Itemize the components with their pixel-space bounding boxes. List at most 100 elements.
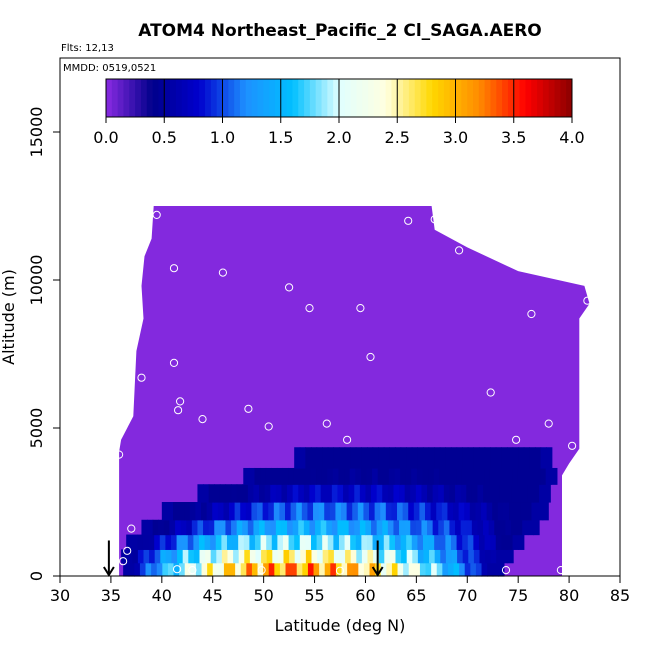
heatmap-cell [229, 502, 236, 521]
colorbar-segment [350, 79, 357, 117]
heatmap-cell [193, 534, 200, 550]
heatmap-cell [495, 467, 502, 485]
heatmap-cell [495, 447, 502, 469]
heatmap-cell [505, 484, 512, 503]
heatmap-cell [206, 502, 213, 521]
heatmap-cell [126, 534, 133, 550]
heatmap-cell [191, 519, 199, 536]
heatmap-cell [238, 534, 245, 550]
heatmap-cell [201, 502, 208, 521]
colorbar-segment [507, 79, 515, 117]
heatmap-cell [445, 447, 452, 469]
heatmap-cell [244, 549, 251, 564]
heatmap-cell [316, 467, 323, 485]
heatmap-cell [152, 519, 159, 536]
heatmap-cell [400, 467, 407, 485]
heatmap-cell [225, 484, 232, 503]
sample-point [430, 215, 439, 224]
heatmap-cell [173, 562, 180, 577]
heatmap-cell [219, 484, 227, 503]
heatmap-cell [288, 534, 295, 550]
heatmap-cell [159, 534, 166, 550]
sample-point [137, 373, 146, 382]
heatmap-cell [455, 519, 462, 536]
heatmap-cell [372, 467, 379, 485]
heatmap-cell [406, 447, 413, 469]
heatmap-cell [410, 484, 417, 503]
heatmap-cell [344, 467, 351, 485]
colorbar-segment [525, 79, 532, 117]
heatmap-cell [195, 502, 202, 521]
heatmap-cell [197, 519, 204, 536]
x-tick-label: 55 [304, 586, 324, 605]
heatmap-cell [462, 447, 469, 469]
colorbar-segment [566, 79, 573, 117]
colorbar-tick-label: 3.5 [501, 128, 526, 147]
sample-point [455, 246, 464, 255]
heatmap-cell [279, 562, 287, 577]
heatmap-cell [421, 519, 428, 536]
heatmap-cell [160, 549, 167, 564]
heatmap-cell [318, 502, 325, 521]
heatmap-cell [184, 562, 191, 577]
heatmap-cell [343, 519, 350, 536]
heatmap-cell [422, 534, 430, 550]
heatmap-cell [240, 562, 247, 577]
colorbar-segment [315, 79, 323, 117]
heatmap-cell [386, 562, 393, 577]
colorbar-segment [106, 79, 113, 117]
heatmap-cell [210, 549, 217, 564]
heatmap-cell [462, 549, 469, 564]
heatmap-cell [539, 484, 546, 503]
heatmap-cells [119, 206, 590, 577]
plot-frame [59, 57, 621, 577]
heatmap-cell [365, 484, 372, 503]
heatmap-cell [414, 562, 421, 577]
heatmap-cell [322, 549, 329, 564]
heatmap-cell [332, 467, 340, 485]
heatmap-cell [540, 467, 547, 485]
heatmap-cell [389, 549, 397, 564]
heatmap-cell [514, 502, 521, 521]
heatmap-cell [324, 502, 331, 521]
x-tick-label: 65 [406, 586, 426, 605]
arrow-head [103, 566, 115, 577]
heatmap-cell [311, 549, 318, 564]
colorbar-segment [146, 79, 154, 117]
heatmap-cell [180, 519, 187, 536]
x-axis: 30 35 40 45 50 55 60 65 70 75 80 85 [50, 576, 630, 605]
heatmap-cell [451, 549, 458, 564]
heatmap-cell [134, 562, 141, 577]
sample-point [568, 441, 577, 450]
heatmap-cell [347, 562, 354, 577]
heatmap-cell [533, 519, 540, 536]
colorbar-tick-label: 2.0 [326, 128, 351, 147]
heatmap-cell [203, 484, 210, 503]
heatmap-cell [345, 549, 352, 564]
heatmap-cell [315, 519, 322, 536]
heatmap-cell [391, 562, 399, 577]
heatmap-cell [411, 447, 418, 469]
heatmap-cell [344, 447, 351, 469]
heatmap-cell [374, 502, 381, 521]
colorbar-segment [187, 79, 194, 117]
heatmap-cell [291, 562, 298, 577]
heatmap-cell [212, 502, 219, 521]
heatmap-cell [131, 534, 138, 550]
heatmap-cell [139, 562, 147, 577]
heatmap-cell [378, 549, 385, 564]
heatmap-cell [249, 549, 257, 564]
heatmap-cell [337, 519, 344, 536]
heatmap-cell [207, 562, 214, 577]
heatmap-cell [450, 467, 457, 485]
colorbar-segment [158, 79, 165, 117]
heatmap-cell [367, 549, 374, 564]
heatmap-cell [285, 562, 292, 577]
heatmap-cell [338, 467, 345, 485]
heatmap-cell [253, 519, 260, 536]
heatmap-cell [187, 534, 194, 550]
heatmap-cell [400, 534, 407, 550]
heatmap-cell [271, 534, 278, 550]
heatmap-cell [333, 534, 340, 550]
heatmap-cell [382, 519, 389, 536]
